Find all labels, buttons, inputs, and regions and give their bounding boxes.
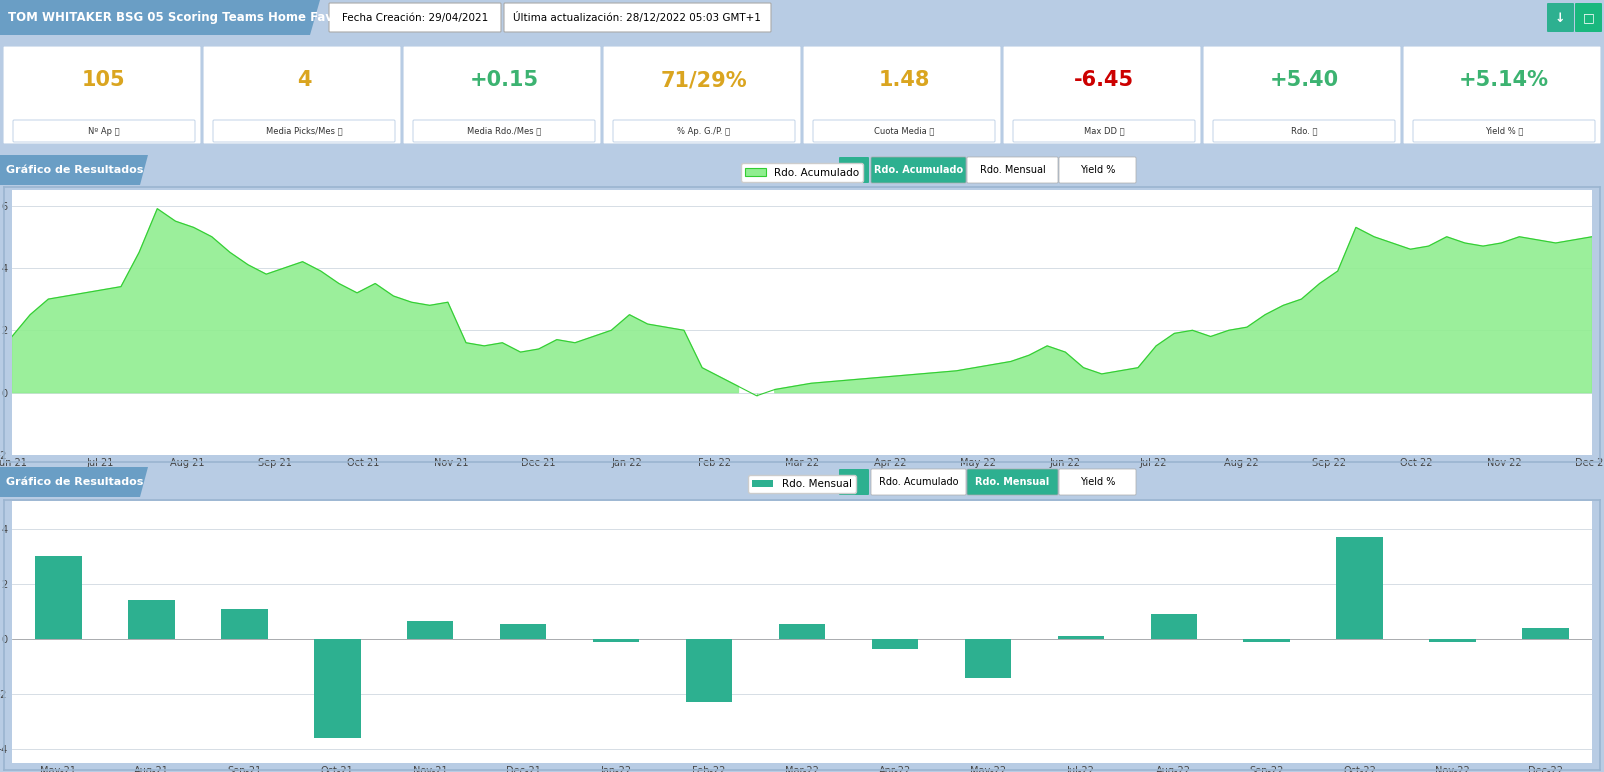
Text: TOM WHITAKER BSG 05 Scoring Teams Home Favourites: TOM WHITAKER BSG 05 Scoring Teams Home F… xyxy=(8,12,380,25)
Text: Media Picks/Mes ⓘ: Media Picks/Mes ⓘ xyxy=(266,127,342,136)
FancyBboxPatch shape xyxy=(13,120,196,142)
Bar xyxy=(964,639,1011,678)
FancyBboxPatch shape xyxy=(1014,120,1195,142)
Bar xyxy=(500,624,547,639)
FancyBboxPatch shape xyxy=(1404,46,1601,144)
Bar xyxy=(1429,639,1476,642)
Text: % Ap. G./P. ⓘ: % Ap. G./P. ⓘ xyxy=(677,127,730,136)
Text: Cuota Media ⓘ: Cuota Media ⓘ xyxy=(874,127,934,136)
Text: Rdo. Mensual: Rdo. Mensual xyxy=(980,165,1046,175)
FancyBboxPatch shape xyxy=(871,469,966,495)
FancyBboxPatch shape xyxy=(1575,3,1602,32)
Text: Media Rdo./Mes ⓘ: Media Rdo./Mes ⓘ xyxy=(467,127,541,136)
Polygon shape xyxy=(0,155,148,185)
Text: Max DD ⓘ: Max DD ⓘ xyxy=(1084,127,1124,136)
Text: -6.45: -6.45 xyxy=(1075,70,1134,90)
Text: Rdo. Mensual: Rdo. Mensual xyxy=(975,477,1049,487)
FancyBboxPatch shape xyxy=(329,3,500,32)
Legend: Rdo. Acumulado: Rdo. Acumulado xyxy=(741,164,863,181)
Text: Rdo. Acumulado: Rdo. Acumulado xyxy=(879,477,958,487)
Text: 1.48: 1.48 xyxy=(879,70,930,90)
Bar xyxy=(128,601,175,639)
Bar xyxy=(593,639,640,642)
Bar xyxy=(1150,614,1197,639)
Bar xyxy=(1243,639,1290,642)
Text: +5.14%: +5.14% xyxy=(1460,70,1549,90)
FancyBboxPatch shape xyxy=(613,120,796,142)
Bar xyxy=(1057,636,1104,639)
Text: □: □ xyxy=(1583,12,1594,25)
FancyBboxPatch shape xyxy=(1203,46,1400,144)
FancyBboxPatch shape xyxy=(1002,46,1201,144)
Text: Rdo. Acumulado: Rdo. Acumulado xyxy=(874,165,962,175)
Bar xyxy=(780,624,824,639)
FancyBboxPatch shape xyxy=(1213,120,1395,142)
Bar xyxy=(687,639,733,703)
Text: ↓: ↓ xyxy=(849,164,860,177)
Text: +5.40: +5.40 xyxy=(1269,70,1339,90)
FancyBboxPatch shape xyxy=(213,120,395,142)
FancyBboxPatch shape xyxy=(967,469,1059,495)
Polygon shape xyxy=(0,0,321,35)
FancyBboxPatch shape xyxy=(412,120,595,142)
Bar xyxy=(221,608,268,639)
Bar xyxy=(1522,628,1569,639)
Text: 71/29%: 71/29% xyxy=(661,70,747,90)
Text: +0.15: +0.15 xyxy=(470,70,539,90)
Text: ↓: ↓ xyxy=(849,476,860,489)
FancyBboxPatch shape xyxy=(1059,157,1136,183)
Text: 105: 105 xyxy=(82,70,125,90)
FancyBboxPatch shape xyxy=(403,46,602,144)
FancyBboxPatch shape xyxy=(839,469,869,495)
Bar xyxy=(35,556,82,639)
Text: Última actualización: 28/12/2022 05:03 GMT+1: Última actualización: 28/12/2022 05:03 G… xyxy=(513,12,760,23)
FancyBboxPatch shape xyxy=(204,46,401,144)
FancyBboxPatch shape xyxy=(603,46,800,144)
FancyBboxPatch shape xyxy=(804,46,1001,144)
FancyBboxPatch shape xyxy=(1546,3,1574,32)
FancyBboxPatch shape xyxy=(967,157,1059,183)
Legend: Rdo. Mensual: Rdo. Mensual xyxy=(747,475,857,493)
Bar xyxy=(314,639,361,738)
FancyBboxPatch shape xyxy=(3,46,200,144)
Bar xyxy=(871,639,917,648)
Bar xyxy=(407,621,454,639)
FancyBboxPatch shape xyxy=(813,120,994,142)
Polygon shape xyxy=(0,467,148,497)
Text: Gráfico de Resultados: Gráfico de Resultados xyxy=(6,165,143,175)
Text: Yield % ⓘ: Yield % ⓘ xyxy=(1485,127,1524,136)
Text: Gráfico de Resultados: Gráfico de Resultados xyxy=(6,477,143,487)
Text: Rdo. ⓘ: Rdo. ⓘ xyxy=(1291,127,1317,136)
Text: ↓: ↓ xyxy=(1554,12,1566,25)
Bar xyxy=(1336,537,1383,639)
FancyBboxPatch shape xyxy=(504,3,772,32)
FancyBboxPatch shape xyxy=(839,157,869,183)
Text: Fecha Creación: 29/04/2021: Fecha Creación: 29/04/2021 xyxy=(342,13,488,23)
Text: Nº Ap ⓘ: Nº Ap ⓘ xyxy=(88,127,120,136)
Text: Yield %: Yield % xyxy=(1079,477,1115,487)
FancyBboxPatch shape xyxy=(1413,120,1594,142)
Text: Yield %: Yield % xyxy=(1079,165,1115,175)
FancyBboxPatch shape xyxy=(1059,469,1136,495)
Text: 4: 4 xyxy=(297,70,311,90)
FancyBboxPatch shape xyxy=(871,157,966,183)
